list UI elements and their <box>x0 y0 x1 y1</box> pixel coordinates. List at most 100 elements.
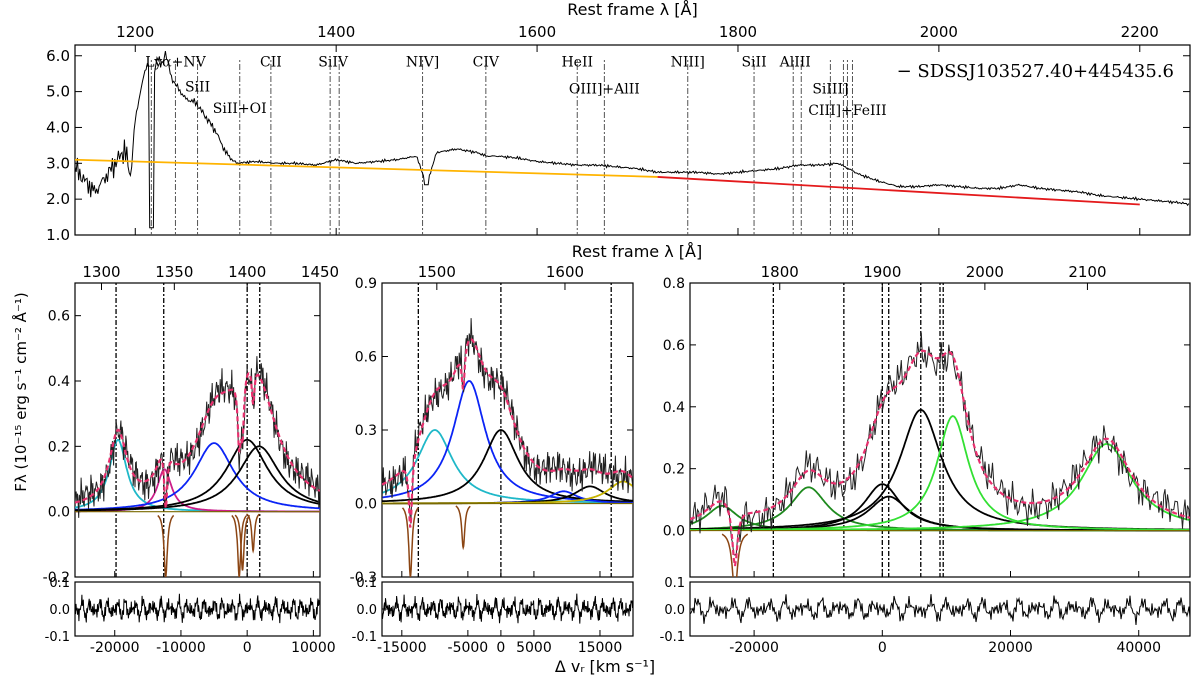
xtick-label: -20000 <box>90 640 140 656</box>
top-xtick-label: 1200 <box>116 23 154 41</box>
observed-spectrum-line <box>690 332 1190 556</box>
panel-ciii: 1800 1900 2000 2100 0.0 0.2 0.4 0.6 0.8 0.1 0.0 -0.… <box>660 263 1191 656</box>
top-wavelength-tick-label: 1800 <box>761 263 799 281</box>
residual-ytick-label: 0.1 <box>49 576 70 591</box>
top-legend: − SDSSJ103527.40+445435.6 <box>897 61 1174 82</box>
x-axis-label-velocity: Δ vᵣ [km s⁻¹] <box>555 657 655 676</box>
xtick-label: -5000 <box>448 640 489 656</box>
top-xtick-label: 1800 <box>719 23 757 41</box>
absorption-component <box>455 505 471 551</box>
absorption-component <box>401 507 419 577</box>
residual-ytick-label: -0.1 <box>45 630 70 645</box>
top-ytick-label: 6.0 <box>46 47 70 65</box>
residual-ytick-label: 0.0 <box>356 603 377 618</box>
ytick-label: 0.0 <box>355 497 377 513</box>
top-frame <box>74 44 1191 236</box>
xtick-label: 15000 <box>578 640 623 656</box>
top-wavelength-tick-label: 2100 <box>1068 263 1106 281</box>
panel-plot-area <box>690 283 1190 577</box>
top-xlabel: Rest frame λ [Å] <box>567 0 697 19</box>
top-wavelength-tick-label: 1350 <box>155 263 193 281</box>
model-component-line <box>75 442 320 511</box>
emission-line-label: Lyα+NV <box>145 55 206 71</box>
panel-frame <box>381 282 634 578</box>
ytick-label: 0.2 <box>663 462 685 478</box>
continuum-extrapolation-line <box>657 176 1140 206</box>
ytick-label: 0.6 <box>48 309 70 325</box>
model-component-line <box>382 429 633 504</box>
emission-line-label: SiII <box>741 55 766 71</box>
ytick-label: 0.4 <box>663 400 685 416</box>
y-axis-label: Fλ (10⁻¹⁵ erg s⁻¹ cm⁻² Å⁻¹) <box>11 292 30 491</box>
top-wavelength-tick-label: 1900 <box>863 263 901 281</box>
xtick-label: 20000 <box>988 640 1033 656</box>
xtick-label: 0 <box>243 640 252 656</box>
residual-ytick-label: 0.0 <box>664 603 685 618</box>
total-model-line <box>75 372 320 509</box>
xtick-label: 0 <box>878 640 887 656</box>
model-component-line <box>382 380 633 503</box>
top-wavelength-tick-label: 1500 <box>418 263 456 281</box>
absorption-component <box>721 533 749 577</box>
emission-line-label: OIII]+AlII <box>569 81 640 97</box>
emission-line-label: CIV <box>473 55 500 71</box>
top-xtick-label: 2200 <box>1121 23 1159 41</box>
top-wavelength-tick-label: 1300 <box>82 263 120 281</box>
xtick-label: 5000 <box>516 640 552 656</box>
absorption-component <box>231 514 247 577</box>
emission-line-label: NIV] <box>406 55 439 71</box>
top-spectrum-line <box>74 51 1190 229</box>
emission-line-label: NIII] <box>671 55 705 71</box>
model-component-line <box>690 442 1190 531</box>
ytick-label: -0.3 <box>350 570 377 586</box>
top-ytick-label: 2.0 <box>46 190 70 208</box>
emission-line-label: HeII <box>561 55 593 71</box>
ytick-label: 0.0 <box>663 524 685 540</box>
residual-ytick-label: 0.0 <box>49 603 70 618</box>
top-wavelength-tick-label: 1400 <box>228 263 266 281</box>
emission-line-label: AlIII <box>779 55 811 71</box>
total-model-line <box>690 349 1190 567</box>
absorption-component <box>234 514 251 571</box>
top-ytick-label: 3.0 <box>46 154 70 172</box>
panel-plot-area <box>382 283 633 577</box>
top-ytick-label: 5.0 <box>46 83 70 101</box>
panel-civ-siiv: 1300 1350 1400 1450 -0.2 0.0 0.2 0.4 0.6 0.1 0.0 -0… <box>43 263 339 656</box>
emission-line-label: CIII]+FeIII <box>808 103 886 119</box>
total-model-line <box>382 338 633 528</box>
absorption-component <box>246 513 260 554</box>
top-ytick-label: 1.0 <box>46 226 70 244</box>
ytick-label: 0.4 <box>48 374 70 390</box>
residual-line <box>689 594 1191 625</box>
xtick-label: -15000 <box>377 640 427 656</box>
xtick-label: 0 <box>496 640 505 656</box>
ytick-label: 0.0 <box>48 505 70 521</box>
residual-ytick-label: -0.1 <box>352 630 377 645</box>
emission-line-label: SiII <box>185 80 210 96</box>
top-xtick-label: 1600 <box>518 23 556 41</box>
ytick-label: 0.3 <box>355 423 377 439</box>
emission-line-label: SiII+OI <box>213 101 267 117</box>
top-xtick-label: 2000 <box>920 23 958 41</box>
residual-line <box>381 593 633 624</box>
top-wavelength-tick-label: 1450 <box>301 263 339 281</box>
observed-spectrum-line <box>75 356 320 518</box>
top-xtick-label: 1400 <box>317 23 355 41</box>
observed-spectrum-line <box>382 318 633 524</box>
panel-plot-area <box>75 283 320 577</box>
model-component-line <box>75 445 320 512</box>
xtick-label: 40000 <box>1116 640 1161 656</box>
ytick-label: 0.6 <box>663 338 685 354</box>
ytick-label: 0.9 <box>355 276 377 292</box>
ytick-label: 0.6 <box>355 350 377 366</box>
panel-civ-heii: 1500 1600 -0.3 0.0 0.3 0.6 0.9 0.1 0.0 -0.1-15000… <box>350 263 634 656</box>
top-ytick-label: 4.0 <box>46 118 70 136</box>
emission-line-label: CII <box>260 55 282 71</box>
panel-frame <box>74 282 321 578</box>
continuum-fit-line <box>74 158 658 178</box>
residual-ytick-label: 0.1 <box>356 576 377 591</box>
xtick-label: 10000 <box>291 640 336 656</box>
absorption-component <box>157 514 175 577</box>
ytick-label: 0.8 <box>663 276 685 292</box>
